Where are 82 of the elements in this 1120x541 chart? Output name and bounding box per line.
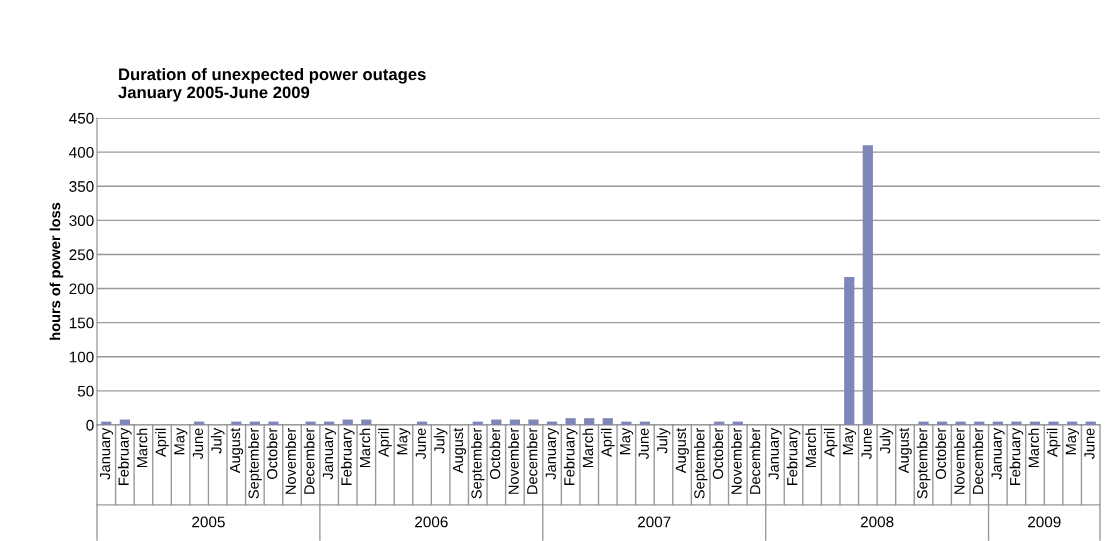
- bar: [565, 418, 576, 425]
- bar: [1011, 421, 1022, 425]
- x-tick-label: May: [620, 427, 634, 455]
- y-axis-title: hours of power loss: [49, 202, 64, 340]
- x-tick-label: April: [1046, 428, 1061, 457]
- x-tick-label: October: [266, 428, 278, 479]
- bar: [844, 276, 855, 425]
- x-tick-label: September: [470, 428, 485, 499]
- bar: [918, 421, 929, 425]
- x-tick-label: May: [174, 427, 188, 455]
- text: 2007: [638, 516, 671, 528]
- y-tick-label: 150: [69, 317, 94, 329]
- bar: [268, 421, 279, 425]
- x-tick-label: August: [675, 427, 689, 474]
- bar: [528, 419, 539, 425]
- x-tick-label: September: [693, 428, 708, 499]
- x-tick-label: August: [898, 427, 912, 474]
- x-tick-label: January: [545, 427, 559, 480]
- x-tick-label: January: [322, 427, 336, 480]
- x-tick-label: February: [786, 427, 801, 485]
- x-tick-label: May: [397, 427, 411, 455]
- text: 2006: [415, 516, 448, 528]
- text: 2005: [192, 516, 225, 528]
- x-tick-label: September: [916, 428, 931, 499]
- bar: [1048, 421, 1059, 425]
- x-tick-label: October: [489, 428, 501, 479]
- x-tick-label: November: [953, 428, 965, 494]
- x-tick-label: July: [433, 427, 448, 454]
- x-tick-label: December: [749, 428, 761, 494]
- y-tick-label: 450: [69, 112, 94, 124]
- x-tick-label: March: [1028, 428, 1039, 468]
- bar: [305, 421, 316, 425]
- y-tick-label: 250: [69, 249, 94, 261]
- bar: [584, 418, 595, 425]
- x-tick-label: April: [378, 428, 392, 457]
- y-tick-label: 400: [69, 146, 94, 158]
- bar: [862, 145, 873, 425]
- x-tick-label: March: [805, 428, 817, 468]
- x-tick-label: June: [1084, 428, 1095, 460]
- x-tick-label: November: [731, 428, 742, 494]
- x-tick-label: December: [972, 428, 984, 494]
- x-tick-label: May: [842, 427, 857, 455]
- x-tick-label: March: [582, 428, 594, 468]
- text: 2008: [860, 516, 894, 528]
- x-tick-label: March: [359, 428, 371, 468]
- x-tick-label: October: [712, 428, 724, 479]
- y-tick-label: 100: [69, 351, 94, 363]
- x-tick-label: April: [155, 428, 169, 457]
- x-tick-label: June: [415, 428, 426, 460]
- x-tick-label: August: [230, 427, 244, 474]
- x-tick-label: January: [768, 427, 782, 480]
- x-tick-label: February: [118, 427, 132, 485]
- x-tick-label: January: [991, 427, 1005, 480]
- x-tick-label: February: [563, 427, 578, 485]
- chart-title: Duration of unexpected power outages January 2005-June 2009: [118, 68, 426, 102]
- x-tick-label: November: [285, 428, 296, 494]
- x-tick-label: January: [100, 427, 114, 480]
- text: 2009: [1028, 516, 1061, 528]
- x-tick-label: August: [452, 427, 466, 474]
- x-tick-label: March: [136, 428, 148, 468]
- x-tick-label: November: [508, 428, 519, 494]
- x-tick-label: July: [656, 427, 671, 454]
- x-tick-label: September: [248, 428, 262, 499]
- x-tick-label: April: [600, 428, 615, 457]
- x-tick-label: February: [340, 427, 355, 485]
- x-tick-label: February: [1009, 427, 1024, 485]
- x-tick-label: June: [192, 428, 204, 460]
- y-tick-label: 0: [86, 419, 94, 431]
- x-tick-label: May: [1065, 427, 1079, 455]
- x-tick-label: October: [935, 428, 947, 479]
- x-tick-label: December: [303, 428, 315, 494]
- x-tick-label: July: [879, 427, 894, 454]
- x-tick-label: June: [861, 428, 872, 460]
- x-tick-label: December: [526, 428, 538, 494]
- y-tick-label: 300: [69, 215, 94, 227]
- x-tick-label: July: [210, 427, 225, 454]
- x-tick-label: June: [638, 428, 649, 460]
- bar: [602, 418, 613, 425]
- y-tick-label: 200: [69, 283, 94, 295]
- y-tick-label: 50: [77, 385, 94, 397]
- y-tick-label: 350: [69, 181, 94, 192]
- x-tick-label: April: [823, 428, 838, 457]
